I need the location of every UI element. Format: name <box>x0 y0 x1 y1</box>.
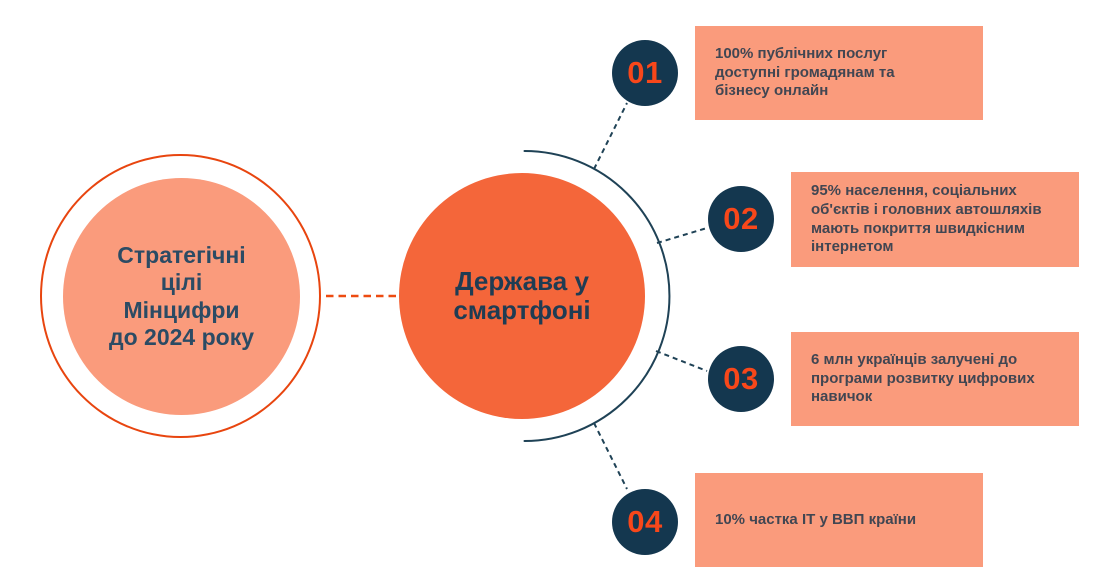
goal-01-number: 01 <box>627 55 663 90</box>
goal-01-text: 100% публічних послуг доступні громадяна… <box>715 44 895 100</box>
dashed-line-goal-01 <box>593 102 628 170</box>
goal-02-number-circle: 02 <box>708 186 774 252</box>
goal-02-box: 95% населення, соціальних об'єктів і гол… <box>791 172 1079 267</box>
goal-04-text: 10% частка ІТ у ВВП країни <box>715 510 917 528</box>
goal-01-number-circle: 01 <box>612 40 678 106</box>
goal-03-text: 6 млн українців залучені до програми роз… <box>811 350 1035 406</box>
dashed-line-goal-04 <box>593 422 628 490</box>
center-circle-label: Держава у смартфоні <box>453 265 591 325</box>
right-arc <box>523 150 671 442</box>
dashed-line-goal-03 <box>655 350 708 372</box>
goal-04-box: 10% частка ІТ у ВВП країни <box>695 473 983 567</box>
strategic-goals-circle: Стратегічні цілі Мінцифри до 2024 року <box>63 178 300 415</box>
goal-03-number-circle: 03 <box>708 346 774 412</box>
dashed-line-goal-02 <box>656 227 708 244</box>
goal-04-number: 04 <box>627 504 663 539</box>
goal-03-number: 03 <box>723 361 759 396</box>
goal-03-box: 6 млн українців залучені до програми роз… <box>791 332 1079 426</box>
goal-02-text: 95% населення, соціальних об'єктів і гол… <box>811 181 1042 256</box>
strategic-goals-label: Стратегічні цілі Мінцифри до 2024 року <box>109 242 254 350</box>
goal-04-number-circle: 04 <box>612 489 678 555</box>
strategic-goals-ring <box>40 154 321 438</box>
goal-02-number: 02 <box>723 201 759 236</box>
center-circle: Держава у смартфоні <box>399 173 645 419</box>
goal-01-box: 100% публічних послуг доступні громадяна… <box>695 26 983 120</box>
